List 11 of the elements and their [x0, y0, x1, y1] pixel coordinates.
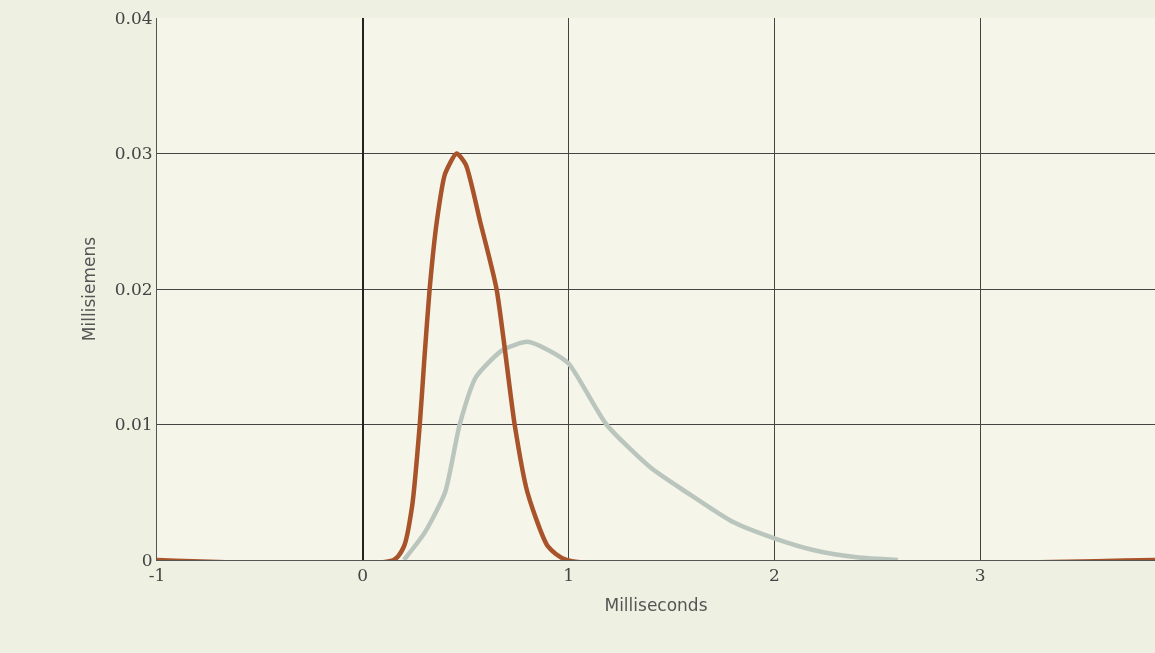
x-tick-label: 2	[768, 565, 780, 586]
x-tick-label: 0	[357, 565, 369, 586]
y-tick-label: 0.03	[114, 143, 153, 164]
x-tick-label: 1	[563, 565, 574, 586]
y-tick-label: 0.04	[114, 7, 153, 28]
y-tick-label: 0.02	[114, 278, 153, 299]
y-axis-title: Millisiemens	[79, 236, 100, 342]
x-tick-label: 3	[974, 565, 986, 586]
line-series	[401, 339, 901, 560]
x-axis-title: Milliseconds	[604, 594, 708, 615]
y-tick-label: 0.01	[114, 414, 153, 435]
